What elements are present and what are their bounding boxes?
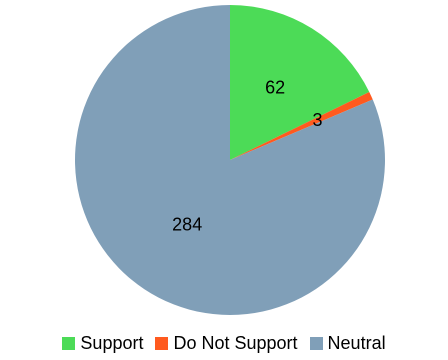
- legend-swatch-do-not-support: [155, 336, 169, 350]
- pie-slices: [74, 5, 385, 316]
- legend: Support Do Not Support Neutral: [0, 331, 448, 355]
- legend-label-do-not-support: Do Not Support: [173, 332, 298, 353]
- legend-item-neutral: Neutral: [309, 332, 386, 354]
- data-label-do-not-support: 3: [312, 110, 322, 130]
- pie-slice-do-not-support: [230, 91, 373, 160]
- data-label-neutral: 284: [172, 215, 202, 235]
- legend-swatch-support: [62, 336, 76, 350]
- legend-swatch-neutral: [309, 336, 323, 350]
- legend-label-support: Support: [80, 332, 144, 353]
- pie-slice-neutral: [74, 5, 385, 316]
- slice-labels: 62 3 284: [172, 78, 322, 235]
- data-label-support: 62: [265, 78, 285, 98]
- legend-item-support: Support: [62, 333, 143, 354]
- legend-label-neutral: Neutral: [327, 332, 386, 353]
- legend-item-do-not-support: Do Not Support: [155, 332, 298, 354]
- pie-slice-support: [230, 5, 370, 160]
